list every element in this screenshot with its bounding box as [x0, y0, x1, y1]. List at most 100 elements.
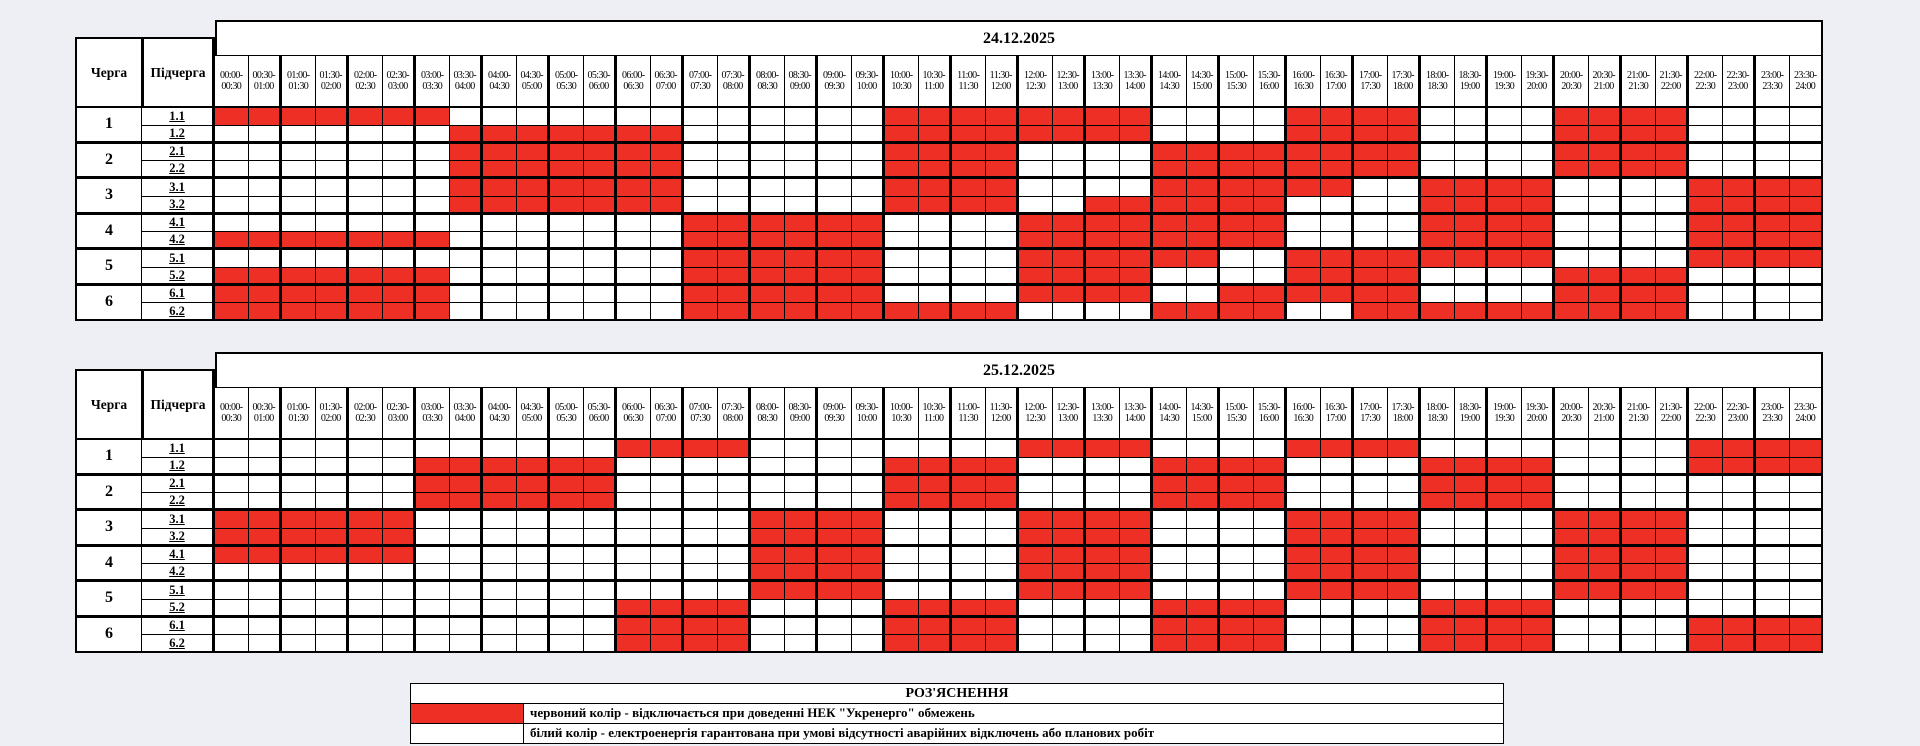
- slot-cell: [1789, 125, 1823, 144]
- slot-cell: [751, 546, 785, 565]
- slot-cell: [248, 475, 282, 494]
- slot-cell: [851, 161, 885, 179]
- slot-cell: [818, 143, 852, 162]
- slot-cell: [1789, 196, 1823, 215]
- slot-cell: [617, 267, 651, 286]
- slot-cell: [1320, 440, 1354, 458]
- slot-cell: [1421, 108, 1455, 126]
- slot-cell: [349, 511, 383, 529]
- slot-cell: [1588, 108, 1622, 126]
- time-slot-label: 16:00- 16:30: [1287, 56, 1321, 108]
- slot-cell: [1287, 511, 1321, 529]
- slot-cell: [1789, 161, 1823, 179]
- slot-cell: [1622, 599, 1656, 618]
- legend-title: РОЗ'ЯСНЕННЯ: [411, 684, 1503, 704]
- slot-cell: [449, 196, 483, 215]
- slot-cell: [1421, 250, 1455, 268]
- slot-cell: [1354, 125, 1388, 144]
- slot-cell: [1655, 161, 1689, 179]
- slot-cell: [1756, 528, 1790, 547]
- slot-cell: [248, 108, 282, 126]
- time-slot-label: 01:00- 01:30: [282, 388, 316, 440]
- slot-cell: [1756, 196, 1790, 215]
- slot-cell: [1052, 196, 1086, 215]
- slot-cell: [1655, 285, 1689, 304]
- slot-cell: [1253, 564, 1287, 582]
- slot-cell: [1119, 440, 1153, 458]
- slot-cell: [717, 196, 751, 215]
- slot-cell: [985, 267, 1019, 286]
- slot-cell: [1588, 617, 1622, 636]
- slot-cell: [349, 267, 383, 286]
- slot-cell: [985, 599, 1019, 618]
- slot-cell: [684, 582, 718, 600]
- slot-cell: [1387, 285, 1421, 304]
- slot-cell: [449, 564, 483, 582]
- slot-cell: [1789, 617, 1823, 636]
- slot-cell: [483, 457, 517, 476]
- time-slot-label: 08:30- 09:00: [784, 388, 818, 440]
- slot-cell: [1019, 457, 1053, 476]
- slot-cell: [516, 564, 550, 582]
- slot-cell: [1756, 511, 1790, 529]
- time-slot-label: 08:00- 08:30: [751, 56, 785, 108]
- slot-cell: [416, 528, 450, 547]
- slot-cell: [1119, 125, 1153, 144]
- slot-cell: [1689, 214, 1723, 233]
- slot-cell: [1119, 196, 1153, 215]
- slot-cell: [1153, 179, 1187, 197]
- slot-cell: [784, 303, 818, 321]
- slot-cell: [1354, 285, 1388, 304]
- slot-cell: [583, 582, 617, 600]
- slot-cell: [1253, 267, 1287, 286]
- slot-cell: [1019, 108, 1053, 126]
- time-slot-label: 10:00- 10:30: [885, 388, 919, 440]
- time-slot-label: 19:30- 20:00: [1521, 388, 1555, 440]
- slot-cell: [851, 528, 885, 547]
- time-slot-label: 05:30- 06:00: [583, 388, 617, 440]
- slot-cell: [1220, 528, 1254, 547]
- slot-cell: [1153, 108, 1187, 126]
- slot-cell: [717, 457, 751, 476]
- slot-cell: [617, 179, 651, 197]
- slot-cell: [617, 457, 651, 476]
- slot-cell: [918, 564, 952, 582]
- slot-cell: [382, 143, 416, 162]
- slot-cell: [1052, 440, 1086, 458]
- slot-cell: [684, 617, 718, 636]
- slot-cell: [1287, 161, 1321, 179]
- slot-cell: [1354, 493, 1388, 511]
- slot-cell: [349, 143, 383, 162]
- slot-cell: [1052, 179, 1086, 197]
- time-slot-label: 23:00- 23:30: [1756, 388, 1790, 440]
- slot-cell: [282, 546, 316, 565]
- slot-cell: [315, 546, 349, 565]
- slot-cell: [1588, 457, 1622, 476]
- time-slot-label: 20:00- 20:30: [1555, 388, 1589, 440]
- slot-cell: [818, 546, 852, 565]
- slot-cell: [583, 493, 617, 511]
- slot-cell: [282, 179, 316, 197]
- slot-cell: [1320, 528, 1354, 547]
- slot-cell: [449, 285, 483, 304]
- slot-cell: [550, 267, 584, 286]
- time-slot-label: 10:00- 10:30: [885, 56, 919, 108]
- slot-cell: [851, 108, 885, 126]
- time-slot-label: 13:30- 14:00: [1119, 56, 1153, 108]
- time-slot-label: 15:30- 16:00: [1253, 56, 1287, 108]
- slot-cell: [1019, 303, 1053, 321]
- slot-cell: [1722, 143, 1756, 162]
- time-slot-label: 23:30- 24:00: [1789, 56, 1823, 108]
- slot-cell: [851, 196, 885, 215]
- slot-cell: [1052, 635, 1086, 653]
- slot-cell: [215, 267, 249, 286]
- slot-cell: [1689, 475, 1723, 494]
- slot-cell: [1153, 267, 1187, 286]
- slot-cell: [449, 635, 483, 653]
- slot-cell: [684, 125, 718, 144]
- slot-cell: [382, 440, 416, 458]
- slot-cell: [483, 196, 517, 215]
- slot-cell: [717, 440, 751, 458]
- slot-cell: [1722, 457, 1756, 476]
- slot-cell: [349, 108, 383, 126]
